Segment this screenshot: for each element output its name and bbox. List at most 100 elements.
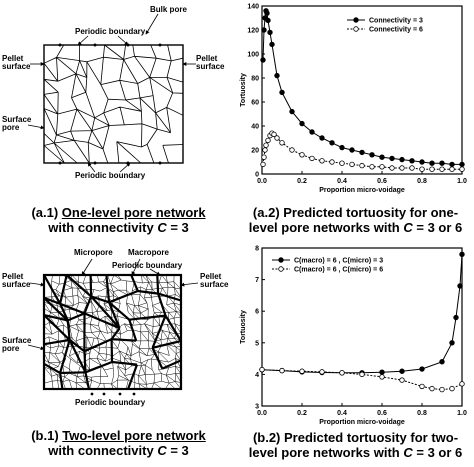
label-pellet-surface-left-b1: Pellet surface bbox=[2, 272, 31, 289]
caption-b1-prefix: (b.1) bbox=[31, 428, 63, 443]
chart-b2-x-tick-label: 0.2 bbox=[297, 410, 307, 417]
caption-a1-line2: with connectivity bbox=[48, 220, 158, 235]
chart-a2-data-point-1 bbox=[359, 149, 365, 156]
chart-a2-data-point-1 bbox=[439, 160, 445, 166]
chart-a2-data-point-1 bbox=[279, 89, 285, 96]
chart-a2-data-point-1 bbox=[389, 155, 395, 162]
chart-a2-data-point-2 bbox=[265, 137, 271, 144]
chart-a2-data-point-2 bbox=[439, 166, 445, 172]
chart-a2-data-point-1 bbox=[299, 120, 305, 127]
chart-a2-data-point-2 bbox=[274, 135, 280, 141]
chart-a2-data-point-2 bbox=[319, 158, 325, 164]
chart-a2-data-point-1 bbox=[379, 154, 385, 160]
caption-b2-line2: level pore networks with bbox=[248, 445, 404, 460]
chart-b2-data-point-2 bbox=[259, 366, 265, 373]
chart-b2-data-point-2 bbox=[449, 385, 455, 392]
chart-b2: 0.0 0.2 0.4 0.6 0.8 1.0 3 4 5 6 7 8 Proportion micro… bbox=[237, 243, 474, 428]
chart-b2-x-tick-label: 0.8 bbox=[417, 410, 427, 417]
chart-a2-data-point-1 bbox=[261, 27, 267, 33]
chart-b2-x-tick-label: 0.6 bbox=[377, 410, 387, 417]
chart-a2-data-point-1 bbox=[267, 29, 273, 36]
chart-a2-data-point-1 bbox=[264, 10, 270, 16]
chart-a2-svg: 0.0 0.2 0.4 0.6 0.8 1.0 0 20 40 60 80 100 120 140 Prop… bbox=[240, 4, 467, 195]
chart-a2-data-point-1 bbox=[265, 17, 271, 24]
two-level-network-diagram: Micropore Macropore Periodic boundary Pe… bbox=[0, 245, 237, 425]
label-periodic-boundary-bottom-b1: Periodic boundary bbox=[75, 398, 146, 407]
chart-b2-x-tick-label: 0.4 bbox=[337, 410, 347, 417]
chart-a2-plot-frame bbox=[261, 5, 463, 175]
caption-a2-var: C bbox=[403, 220, 413, 235]
chart-b2-y-tick-label: 3 bbox=[255, 404, 259, 411]
two-level-pore-network-lines bbox=[43, 274, 182, 390]
label-micropore: Micropore bbox=[74, 248, 113, 257]
chart-a2-data-point-2 bbox=[459, 166, 465, 172]
chart-a2-y-tick-label: 120 bbox=[247, 28, 259, 35]
caption-b2-line1: (b.2) Predicted tortuosity for two- bbox=[252, 430, 459, 445]
chart-a2-y-axis-label: Tortuosity bbox=[240, 73, 247, 107]
chart-a2-x-tick-label: 0.2 bbox=[297, 178, 307, 185]
chart-a2-data-point-1 bbox=[319, 135, 325, 141]
chart-a2-y-tick-label: 0 bbox=[255, 172, 259, 179]
chart-b2-data-point-1 bbox=[399, 368, 405, 374]
chart-b2-data-point-2 bbox=[429, 385, 435, 392]
chart-a2-legend-marker-1 bbox=[353, 17, 359, 23]
pore-network-lines bbox=[43, 44, 184, 164]
chart-b2-y-tick-label: 8 bbox=[255, 246, 259, 253]
label-bulk-pore: Bulk pore bbox=[150, 5, 187, 14]
chart-a2-data-point-1 bbox=[349, 147, 355, 153]
chart-a2-data-point-1 bbox=[329, 140, 335, 146]
chart-a2-data-point-1 bbox=[449, 161, 455, 168]
chart-a2-data-point-1 bbox=[419, 159, 425, 165]
caption-a1-prefix: (a.1) bbox=[31, 205, 62, 220]
one-level-network-diagram: Periodic boundary Bulk pore Pellet surfa… bbox=[0, 0, 237, 200]
caption-a1: (a.1) One-level pore network with connec… bbox=[0, 205, 237, 235]
chart-a2-data-point-2 bbox=[409, 165, 415, 171]
chart-a2-y-tick-label: 60 bbox=[251, 100, 259, 107]
caption-a2-line1: (a.2) Predicted tortuosity for one- bbox=[252, 205, 459, 220]
label-pellet-surface-left: Pellet surface bbox=[2, 54, 31, 71]
caption-a1-line2-suffix: = 3 bbox=[166, 220, 189, 235]
caption-b1-line2-suffix: = 3 bbox=[166, 443, 189, 458]
chart-b2-plot-frame bbox=[261, 247, 463, 407]
caption-a2-line2: level pore networks with bbox=[248, 220, 404, 235]
chart-a2-data-point-2 bbox=[339, 160, 345, 166]
chart-a2-data-point-2 bbox=[271, 131, 277, 138]
chart-b2-data-point-2 bbox=[459, 381, 465, 387]
chart-a2-data-point-2 bbox=[263, 142, 269, 148]
label-pellet-surface-right: Pellet surface bbox=[196, 54, 225, 71]
chart-b2-y-tick-label: 5 bbox=[255, 340, 259, 347]
chart-a2-data-point-2 bbox=[389, 165, 395, 171]
chart-b2-data-point-1 bbox=[439, 359, 445, 365]
chart-a2-legend-label-2: Connectivity = 6 bbox=[369, 27, 423, 34]
chart-b2-svg: 0.0 0.2 0.4 0.6 0.8 1.0 3 4 5 6 7 8 Proportion micro… bbox=[240, 246, 467, 427]
caption-b2-line2-suffix: = 3 or 6 bbox=[412, 445, 463, 460]
caption-a2-line2-suffix: = 3 or 6 bbox=[412, 220, 463, 235]
label-periodic-boundary-top: Periodic boundary bbox=[75, 27, 146, 36]
chart-b2-data-point-2 bbox=[339, 370, 345, 376]
chart-a2-data-point-2 bbox=[449, 166, 455, 172]
network-boundary bbox=[43, 44, 184, 164]
chart-a2-legend-marker-2 bbox=[353, 26, 359, 32]
chart-a2: 0.0 0.2 0.4 0.6 0.8 1.0 0 20 40 60 80 100 120 140 Prop… bbox=[237, 0, 474, 205]
chart-b2-x-axis-label: Proportion micro-voidage bbox=[319, 419, 405, 426]
chart-a2-data-point-2 bbox=[299, 152, 305, 158]
chart-b2-data-point-2 bbox=[379, 374, 385, 380]
chart-b2-data-point-1 bbox=[457, 283, 463, 289]
chart-b2-data-point-2 bbox=[399, 377, 405, 383]
chart-a2-data-point-2 bbox=[279, 140, 285, 146]
chart-b2-data-point-1 bbox=[379, 369, 385, 375]
chart-b2-data-point-1 bbox=[459, 251, 465, 258]
chart-a2-data-point-2 bbox=[359, 162, 365, 169]
chart-a2-x-tick-label: 0.8 bbox=[417, 178, 427, 185]
chart-a2-data-point-2 bbox=[289, 147, 295, 153]
chart-a2-series-line-1 bbox=[262, 8, 462, 165]
chart-a2-data-point-2 bbox=[262, 147, 268, 153]
chart-a2-data-point-1 bbox=[269, 41, 275, 48]
chart-b2-legend-marker-1 bbox=[278, 257, 284, 263]
label-periodic-boundary-bottom: Periodic boundary bbox=[75, 171, 146, 180]
chart-b2-y-tick-label: 4 bbox=[255, 372, 259, 379]
boundary-dots-two-level bbox=[90, 392, 136, 396]
label-macropore: Macropore bbox=[128, 248, 169, 257]
chart-b2-legend-label-1: C(macro) = 6 , C(micro) = 3 bbox=[294, 258, 383, 265]
chart-b2-data-point-1 bbox=[453, 314, 459, 321]
